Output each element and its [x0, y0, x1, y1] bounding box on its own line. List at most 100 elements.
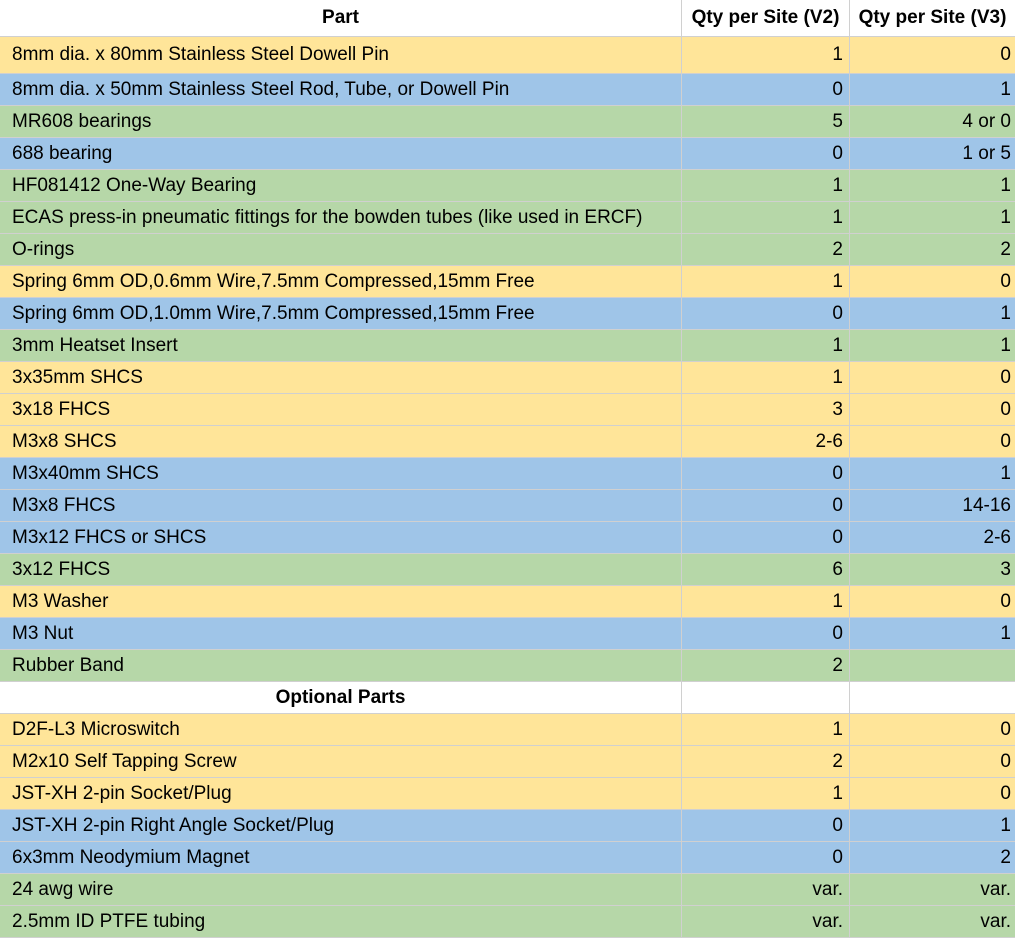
- qty-v2-cell[interactable]: 1: [682, 362, 850, 394]
- part-cell[interactable]: 3mm Heatset Insert: [0, 330, 682, 362]
- qty-v2-cell[interactable]: 0: [682, 74, 850, 106]
- header-part[interactable]: Part: [0, 0, 682, 37]
- part-cell[interactable]: 3x35mm SHCS: [0, 362, 682, 394]
- qty-v2-cell[interactable]: var.: [682, 906, 850, 938]
- qty-v2-cell[interactable]: 3: [682, 394, 850, 426]
- qty-v3-cell[interactable]: 1: [850, 810, 1015, 842]
- qty-v3-cell[interactable]: 0: [850, 746, 1015, 778]
- table-row: 3x18 FHCS 3 0: [0, 394, 1015, 426]
- part-cell[interactable]: M3 Washer: [0, 586, 682, 618]
- qty-v3-cell[interactable]: [850, 650, 1015, 682]
- part-cell[interactable]: M3x12 FHCS or SHCS: [0, 522, 682, 554]
- qty-v2-cell[interactable]: 0: [682, 138, 850, 170]
- qty-v2-cell[interactable]: 1: [682, 586, 850, 618]
- qty-v2-cell[interactable]: 5: [682, 106, 850, 138]
- part-cell[interactable]: MR608 bearings: [0, 106, 682, 138]
- part-cell[interactable]: 2.5mm ID PTFE tubing: [0, 906, 682, 938]
- qty-v2-cell[interactable]: 6: [682, 554, 850, 586]
- qty-v3-cell[interactable]: 0: [850, 266, 1015, 298]
- part-cell[interactable]: JST-XH 2-pin Socket/Plug: [0, 778, 682, 810]
- qty-v3-cell[interactable]: 1: [850, 298, 1015, 330]
- part-cell[interactable]: Spring 6mm OD,0.6mm Wire,7.5mm Compresse…: [0, 266, 682, 298]
- qty-v3-cell[interactable]: 0: [850, 394, 1015, 426]
- qty-v3-cell[interactable]: 1: [850, 618, 1015, 650]
- part-cell[interactable]: 8mm dia. x 50mm Stainless Steel Rod, Tub…: [0, 74, 682, 106]
- header-qty-v2[interactable]: Qty per Site (V2): [682, 0, 850, 37]
- qty-v3-cell[interactable]: 1: [850, 458, 1015, 490]
- qty-v3-cell[interactable]: 2: [850, 234, 1015, 266]
- part-cell[interactable]: M3 Nut: [0, 618, 682, 650]
- qty-v3-cell[interactable]: 3: [850, 554, 1015, 586]
- qty-v3-cell[interactable]: 1 or 5: [850, 138, 1015, 170]
- qty-v2-cell[interactable]: 1: [682, 37, 850, 74]
- qty-v3-cell[interactable]: 1: [850, 170, 1015, 202]
- table-row: M3 Nut 0 1: [0, 618, 1015, 650]
- table-row: 3mm Heatset Insert 1 1: [0, 330, 1015, 362]
- part-cell[interactable]: ECAS press-in pneumatic fittings for the…: [0, 202, 682, 234]
- header-qty-v3[interactable]: Qty per Site (V3): [850, 0, 1015, 37]
- part-cell[interactable]: 3x12 FHCS: [0, 554, 682, 586]
- qty-v2-cell[interactable]: 2: [682, 746, 850, 778]
- part-cell[interactable]: HF081412 One-Way Bearing: [0, 170, 682, 202]
- table-row: 6x3mm Neodymium Magnet 0 2: [0, 842, 1015, 874]
- qty-v2-cell[interactable]: 2: [682, 234, 850, 266]
- table-row: O-rings 2 2: [0, 234, 1015, 266]
- qty-v2-cell[interactable]: 2: [682, 650, 850, 682]
- part-cell[interactable]: JST-XH 2-pin Right Angle Socket/Plug: [0, 810, 682, 842]
- qty-v2-cell[interactable]: 1: [682, 202, 850, 234]
- part-cell[interactable]: M3x8 FHCS: [0, 490, 682, 522]
- qty-v2-cell[interactable]: 0: [682, 842, 850, 874]
- part-cell[interactable]: 8mm dia. x 80mm Stainless Steel Dowell P…: [0, 37, 682, 74]
- qty-v3-cell[interactable]: 14-16: [850, 490, 1015, 522]
- qty-v3-cell[interactable]: var.: [850, 874, 1015, 906]
- table-row: 3x35mm SHCS 1 0: [0, 362, 1015, 394]
- qty-v2-cell[interactable]: 0: [682, 458, 850, 490]
- part-cell[interactable]: 24 awg wire: [0, 874, 682, 906]
- qty-v3-cell[interactable]: 4 or 0: [850, 106, 1015, 138]
- qty-v2-cell[interactable]: 1: [682, 330, 850, 362]
- qty-v2-cell[interactable]: 0: [682, 298, 850, 330]
- table-row: M3x12 FHCS or SHCS 0 2-6: [0, 522, 1015, 554]
- part-cell[interactable]: Optional Parts: [0, 682, 682, 714]
- table-row: 3x12 FHCS 6 3: [0, 554, 1015, 586]
- header-row: Part Qty per Site (V2) Qty per Site (V3): [0, 0, 1015, 37]
- qty-v2-cell[interactable]: 1: [682, 266, 850, 298]
- qty-v3-cell[interactable]: 0: [850, 586, 1015, 618]
- part-cell[interactable]: D2F-L3 Microswitch: [0, 714, 682, 746]
- table-row: Spring 6mm OD,1.0mm Wire,7.5mm Compresse…: [0, 298, 1015, 330]
- qty-v3-cell[interactable]: 1: [850, 74, 1015, 106]
- qty-v2-cell[interactable]: var.: [682, 874, 850, 906]
- qty-v2-cell[interactable]: 1: [682, 778, 850, 810]
- qty-v3-cell[interactable]: 0: [850, 37, 1015, 74]
- part-cell[interactable]: O-rings: [0, 234, 682, 266]
- qty-v2-cell[interactable]: 1: [682, 170, 850, 202]
- qty-v3-cell[interactable]: [850, 682, 1015, 714]
- part-cell[interactable]: M2x10 Self Tapping Screw: [0, 746, 682, 778]
- part-cell[interactable]: M3x40mm SHCS: [0, 458, 682, 490]
- qty-v2-cell[interactable]: [682, 682, 850, 714]
- table-row: M2x10 Self Tapping Screw 2 0: [0, 746, 1015, 778]
- qty-v2-cell[interactable]: 0: [682, 490, 850, 522]
- qty-v3-cell[interactable]: 0: [850, 362, 1015, 394]
- table-row: JST-XH 2-pin Right Angle Socket/Plug 0 1: [0, 810, 1015, 842]
- part-cell[interactable]: M3x8 SHCS: [0, 426, 682, 458]
- part-cell[interactable]: Spring 6mm OD,1.0mm Wire,7.5mm Compresse…: [0, 298, 682, 330]
- part-cell[interactable]: Rubber Band: [0, 650, 682, 682]
- qty-v2-cell[interactable]: 2-6: [682, 426, 850, 458]
- qty-v3-cell[interactable]: 0: [850, 778, 1015, 810]
- qty-v2-cell[interactable]: 0: [682, 810, 850, 842]
- qty-v3-cell[interactable]: var.: [850, 906, 1015, 938]
- part-cell[interactable]: 3x18 FHCS: [0, 394, 682, 426]
- qty-v2-cell[interactable]: 1: [682, 714, 850, 746]
- qty-v3-cell[interactable]: 2: [850, 842, 1015, 874]
- qty-v3-cell[interactable]: 1: [850, 202, 1015, 234]
- part-cell[interactable]: 688 bearing: [0, 138, 682, 170]
- qty-v2-cell[interactable]: 0: [682, 522, 850, 554]
- qty-v3-cell[interactable]: 0: [850, 426, 1015, 458]
- qty-v2-cell[interactable]: 0: [682, 618, 850, 650]
- qty-v3-cell[interactable]: 0: [850, 714, 1015, 746]
- part-cell[interactable]: 6x3mm Neodymium Magnet: [0, 842, 682, 874]
- qty-v3-cell[interactable]: 1: [850, 330, 1015, 362]
- qty-v3-cell[interactable]: 2-6: [850, 522, 1015, 554]
